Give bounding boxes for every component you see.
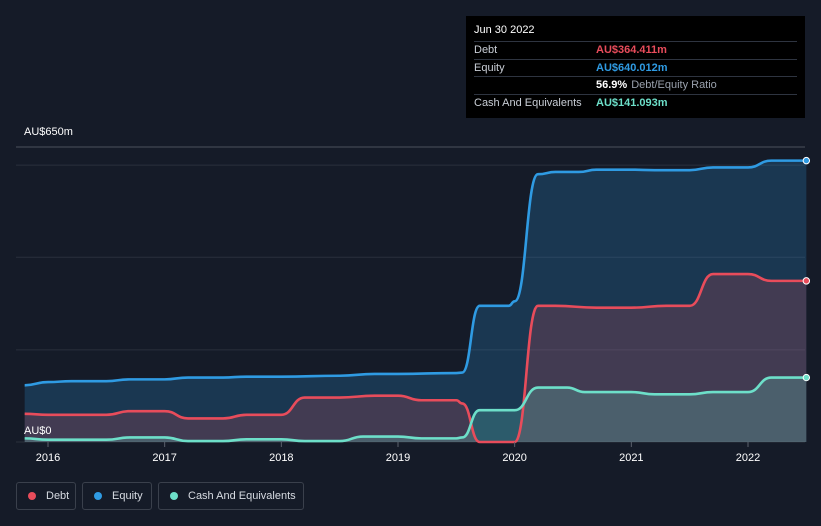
- debt-line: [24, 272, 807, 444]
- x-tick-label: 2021: [619, 452, 643, 464]
- tooltip-value: AU$141.093m: [596, 96, 668, 109]
- legend-item-debt[interactable]: Debt: [16, 482, 76, 510]
- equity-line: [24, 159, 807, 387]
- series-lines: [24, 159, 807, 444]
- tooltip-date: Jun 30 2022: [474, 24, 535, 36]
- tooltip: Jun 30 2022 Debt AU$364.411m Equity AU$6…: [466, 16, 805, 118]
- tooltip-row-ratio: 56.9% Debt/Equity Ratio: [474, 76, 797, 94]
- debt-endpoint: [802, 277, 811, 285]
- tooltip-label: Cash And Equivalents: [474, 96, 582, 109]
- x-tick-label: 2020: [502, 452, 526, 464]
- x-tick-label: 2022: [736, 452, 760, 464]
- x-axis: 2016 2017 2018 2019 2020 2021 2022: [36, 442, 760, 464]
- tooltip-label: Equity: [474, 61, 505, 74]
- tooltip-row-equity: Equity AU$640.012m: [474, 58, 797, 77]
- cash-and-equivalents-line: [24, 376, 807, 443]
- equity-endpoint: [802, 156, 811, 165]
- legend-label: Equity: [112, 490, 143, 502]
- tooltip-value: AU$364.411m: [596, 44, 667, 57]
- series-areas: [24, 160, 807, 442]
- legend-item-cash[interactable]: Cash And Equivalents: [158, 482, 304, 510]
- y-axis-label-max: AU$650m: [24, 126, 73, 138]
- x-tick-label: 2018: [269, 452, 293, 464]
- cash-and-equivalents-endpoint: [802, 373, 811, 382]
- legend-label: Cash And Equivalents: [188, 490, 296, 502]
- tooltip-ratio-label: Debt/Equity Ratio: [631, 79, 717, 92]
- cash-and-equivalents-area: [24, 377, 807, 442]
- tooltip-value: 56.9%: [596, 79, 628, 92]
- tooltip-value: AU$640.012m: [596, 61, 668, 74]
- equity-area: [24, 160, 807, 442]
- x-tick-label: 2019: [386, 452, 410, 464]
- tooltip-label: Debt: [474, 44, 498, 57]
- debt-area: [24, 274, 807, 442]
- tooltip-row-debt: Debt AU$364.411m: [474, 41, 797, 59]
- x-tick-label: 2017: [152, 452, 176, 464]
- y-axis-label-min: AU$0: [24, 425, 52, 437]
- equity-dot-icon: [94, 492, 102, 500]
- legend-label: Debt: [46, 490, 70, 502]
- series-endpoints: [802, 156, 811, 382]
- gridlines: [16, 146, 805, 443]
- debt-dot-icon: [28, 492, 36, 500]
- x-tick-label: 2016: [36, 452, 60, 464]
- legend-item-equity[interactable]: Equity: [82, 482, 152, 510]
- cash-dot-icon: [170, 492, 178, 500]
- tooltip-row-cash: Cash And Equivalents AU$141.093m: [474, 93, 797, 112]
